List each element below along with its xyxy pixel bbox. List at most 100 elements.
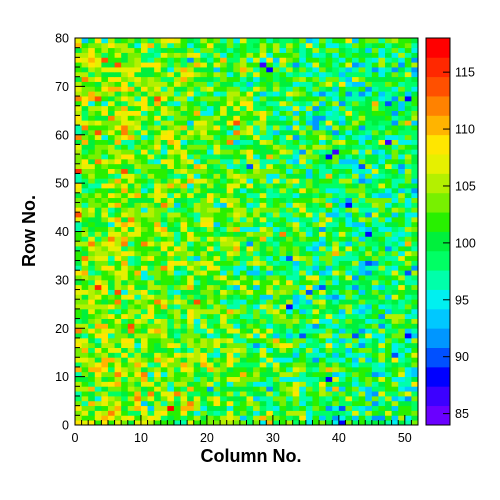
heatmap-cell <box>94 294 102 300</box>
heatmap-cell <box>147 270 155 276</box>
heatmap-cell <box>404 42 412 49</box>
heatmap-cell <box>134 57 142 63</box>
heatmap-cell <box>206 391 214 397</box>
heatmap-cell <box>226 168 234 174</box>
heatmap-cell <box>259 158 267 165</box>
heatmap-cell <box>193 115 201 121</box>
heatmap-cell <box>239 57 247 63</box>
heatmap-cell <box>305 299 313 305</box>
heatmap-cell <box>94 279 102 286</box>
heatmap-cell <box>312 352 320 358</box>
heatmap-cell <box>312 91 320 97</box>
heatmap-cell <box>193 371 201 378</box>
heatmap-cell <box>114 391 122 397</box>
heatmap-cell <box>160 318 168 324</box>
heatmap-cell <box>299 38 307 44</box>
heatmap-cell <box>200 158 208 165</box>
heatmap-cell <box>187 279 195 286</box>
heatmap-cell <box>365 76 373 82</box>
heatmap-cell <box>94 352 102 358</box>
heatmap-cell <box>299 207 307 213</box>
heatmap-cell <box>233 337 241 344</box>
heatmap-cell <box>140 86 148 92</box>
heatmap-cell <box>259 202 267 208</box>
heatmap-cell <box>114 250 122 257</box>
heatmap-cell <box>173 362 181 368</box>
heatmap-cell <box>114 313 122 319</box>
heatmap-cell <box>319 105 327 111</box>
heatmap-cell <box>220 52 228 58</box>
heatmap-cell <box>272 275 280 281</box>
heatmap-cell <box>75 395 82 402</box>
heatmap-cell <box>305 362 313 368</box>
heatmap-cell <box>352 323 360 329</box>
heatmap-cell <box>332 420 340 426</box>
heatmap-cell <box>305 105 313 111</box>
heatmap-cell <box>253 395 261 402</box>
heatmap-cell <box>187 270 195 276</box>
heatmap-cell <box>147 366 155 373</box>
heatmap-cell <box>220 236 228 242</box>
heatmap-cell <box>292 323 300 329</box>
heatmap-cell <box>213 100 221 107</box>
heatmap-cell <box>292 231 300 237</box>
heatmap-cell <box>305 187 313 194</box>
heatmap-cell <box>107 129 115 136</box>
heatmap-cell <box>279 42 287 49</box>
heatmap-cell <box>147 115 155 121</box>
heatmap-cell <box>193 178 201 184</box>
heatmap-cell <box>239 52 247 58</box>
heatmap-cell <box>286 86 294 92</box>
heatmap-cell <box>319 115 327 121</box>
heatmap-cell <box>365 294 373 300</box>
heatmap-cell <box>332 149 340 155</box>
heatmap-cell <box>75 289 82 295</box>
heatmap-cell <box>279 260 287 266</box>
heatmap-cell <box>398 67 406 73</box>
heatmap-cell <box>180 410 188 416</box>
heatmap-cell <box>140 192 148 199</box>
heatmap-cell <box>266 391 274 397</box>
heatmap-cell <box>385 139 393 145</box>
heatmap-cell <box>332 246 340 252</box>
heatmap-cell <box>266 415 274 421</box>
heatmap-cell <box>299 313 307 319</box>
heatmap-cell <box>259 236 267 242</box>
heatmap-cell <box>147 202 155 208</box>
heatmap-cell <box>312 347 320 353</box>
heatmap-cell <box>107 202 115 208</box>
heatmap-cell <box>233 115 241 121</box>
heatmap-cell <box>167 323 175 329</box>
heatmap-cell <box>385 246 393 252</box>
heatmap-cell <box>246 410 254 416</box>
heatmap-cell <box>378 187 386 194</box>
heatmap-cell <box>279 62 287 68</box>
heatmap-cell <box>173 410 181 416</box>
heatmap-cell <box>233 260 241 266</box>
heatmap-cell <box>200 178 208 184</box>
heatmap-cell <box>121 207 129 213</box>
heatmap-cell <box>391 362 399 368</box>
heatmap-cell <box>259 226 267 232</box>
heatmap-cell <box>154 192 162 199</box>
heatmap-cell <box>127 415 135 421</box>
heatmap-cell <box>94 207 102 213</box>
heatmap-cell <box>371 207 379 213</box>
heatmap-cell <box>226 333 234 339</box>
heatmap-cell <box>312 105 320 111</box>
heatmap-cell <box>154 270 162 276</box>
heatmap-cell <box>345 71 353 78</box>
heatmap-cell <box>107 226 115 232</box>
heatmap-cell <box>140 260 148 266</box>
heatmap-cell <box>305 154 313 160</box>
heatmap-cell <box>154 342 162 348</box>
heatmap-cell <box>121 391 129 397</box>
heatmap-cell <box>279 120 287 126</box>
heatmap-cell <box>352 96 360 102</box>
heatmap-cell <box>404 294 412 300</box>
heatmap-cell <box>94 120 102 126</box>
heatmap-cell <box>226 260 234 266</box>
heatmap-cell <box>187 144 195 150</box>
heatmap-cell <box>213 352 221 358</box>
heatmap-cell <box>365 67 373 73</box>
